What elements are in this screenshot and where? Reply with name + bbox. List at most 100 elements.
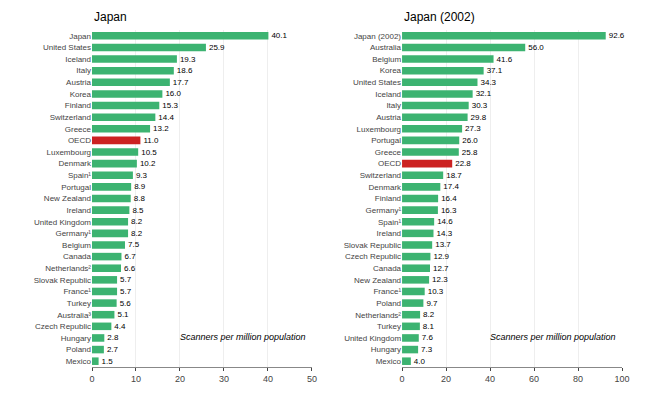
- svg-text:Australia: Australia: [370, 43, 402, 52]
- svg-text:Australia³: Australia³: [57, 311, 91, 320]
- svg-text:5.6: 5.6: [120, 299, 132, 308]
- svg-text:Germany¹: Germany¹: [365, 206, 401, 215]
- svg-text:13.7: 13.7: [435, 240, 451, 249]
- svg-text:1.5: 1.5: [102, 357, 114, 366]
- svg-text:20: 20: [175, 374, 185, 384]
- svg-text:Iceland: Iceland: [375, 90, 401, 99]
- svg-text:15.3: 15.3: [162, 101, 178, 110]
- svg-text:Japan: Japan: [94, 10, 127, 24]
- svg-text:9.3: 9.3: [136, 171, 148, 180]
- svg-text:France¹: France¹: [63, 287, 91, 296]
- svg-text:Luxembourg: Luxembourg: [47, 148, 91, 157]
- svg-text:Canada: Canada: [373, 264, 402, 273]
- svg-text:Portugal: Portugal: [61, 183, 91, 192]
- svg-text:17.4: 17.4: [443, 182, 459, 191]
- svg-text:Japan (2002): Japan (2002): [354, 32, 401, 41]
- svg-text:2.7: 2.7: [107, 345, 119, 354]
- svg-text:Hungary: Hungary: [371, 345, 401, 354]
- svg-text:Spain¹: Spain¹: [378, 218, 401, 227]
- svg-text:Turkey: Turkey: [377, 322, 401, 331]
- svg-text:United States: United States: [353, 78, 401, 87]
- svg-text:Finland: Finland: [375, 194, 401, 203]
- svg-text:5.1: 5.1: [117, 310, 129, 319]
- svg-text:8.5: 8.5: [132, 206, 144, 215]
- svg-text:20: 20: [441, 374, 451, 384]
- svg-text:5.7: 5.7: [120, 287, 132, 296]
- svg-text:0: 0: [89, 374, 94, 384]
- svg-text:5.7: 5.7: [120, 275, 132, 284]
- svg-text:Slovak Republic: Slovak Republic: [344, 241, 401, 250]
- svg-text:Belgium: Belgium: [372, 55, 401, 64]
- svg-text:Scanners per million populatio: Scanners per million population: [180, 332, 306, 342]
- svg-text:Netherlands²: Netherlands²: [45, 264, 91, 273]
- svg-text:25.9: 25.9: [209, 43, 225, 52]
- svg-text:13.2: 13.2: [153, 124, 169, 133]
- svg-text:Turkey: Turkey: [67, 299, 91, 308]
- svg-text:Mexico: Mexico: [66, 357, 92, 366]
- svg-text:17.7: 17.7: [173, 78, 189, 87]
- svg-text:Switzerland: Switzerland: [50, 113, 91, 122]
- svg-text:Korea: Korea: [380, 66, 402, 75]
- svg-text:Ireland: Ireland: [67, 206, 91, 215]
- svg-text:100: 100: [614, 374, 629, 384]
- svg-text:40: 40: [263, 374, 273, 384]
- svg-text:8.2: 8.2: [131, 229, 143, 238]
- svg-text:8.1: 8.1: [423, 322, 435, 331]
- svg-text:4.4: 4.4: [114, 322, 126, 331]
- svg-text:OECD: OECD: [68, 136, 91, 145]
- svg-text:56.0: 56.0: [528, 43, 544, 52]
- svg-text:Belgium: Belgium: [62, 241, 91, 250]
- svg-text:41.6: 41.6: [497, 55, 513, 64]
- svg-text:11.0: 11.0: [143, 136, 159, 145]
- svg-text:0: 0: [400, 374, 405, 384]
- svg-text:8.2: 8.2: [423, 310, 435, 319]
- svg-text:6.6: 6.6: [124, 264, 136, 273]
- svg-text:25.8: 25.8: [462, 148, 478, 157]
- svg-text:9.7: 9.7: [426, 299, 438, 308]
- svg-text:12.9: 12.9: [433, 252, 449, 261]
- svg-text:10.3: 10.3: [428, 287, 444, 296]
- svg-text:Poland: Poland: [66, 345, 91, 354]
- svg-text:7.3: 7.3: [421, 345, 433, 354]
- svg-text:16.0: 16.0: [165, 89, 181, 98]
- svg-text:8.8: 8.8: [134, 194, 146, 203]
- svg-text:Hungary: Hungary: [61, 334, 91, 343]
- svg-text:7.6: 7.6: [422, 333, 434, 342]
- svg-text:14.6: 14.6: [437, 217, 453, 226]
- svg-text:OECD: OECD: [378, 159, 401, 168]
- svg-text:Denmark: Denmark: [369, 183, 402, 192]
- svg-text:29.8: 29.8: [471, 113, 487, 122]
- svg-text:Ireland: Ireland: [377, 229, 401, 238]
- svg-text:Spain¹: Spain¹: [68, 171, 91, 180]
- svg-text:50: 50: [307, 374, 317, 384]
- svg-text:26.0: 26.0: [462, 136, 478, 145]
- svg-text:34.3: 34.3: [480, 78, 496, 87]
- svg-text:Finland: Finland: [65, 101, 91, 110]
- svg-text:2.8: 2.8: [107, 333, 119, 342]
- svg-text:30.3: 30.3: [472, 101, 488, 110]
- svg-text:19.3: 19.3: [180, 55, 196, 64]
- svg-text:12.7: 12.7: [433, 264, 449, 273]
- svg-text:Austria: Austria: [66, 78, 91, 87]
- svg-text:United Kingdom: United Kingdom: [344, 334, 401, 343]
- svg-text:37.1: 37.1: [487, 66, 503, 75]
- svg-text:New Zealand: New Zealand: [44, 194, 91, 203]
- svg-text:18.6: 18.6: [177, 66, 193, 75]
- svg-text:Denmark: Denmark: [59, 159, 92, 168]
- svg-text:Iceland: Iceland: [65, 55, 91, 64]
- svg-text:Netherlands²: Netherlands²: [355, 311, 401, 320]
- svg-text:New Zealand: New Zealand: [354, 276, 401, 285]
- svg-text:8.9: 8.9: [134, 182, 146, 191]
- svg-text:Korea: Korea: [70, 90, 92, 99]
- svg-text:16.4: 16.4: [441, 194, 457, 203]
- svg-text:Italy: Italy: [76, 66, 91, 75]
- svg-text:22.8: 22.8: [455, 159, 471, 168]
- svg-text:Czech Republic: Czech Republic: [345, 252, 401, 261]
- svg-text:40: 40: [485, 374, 495, 384]
- svg-text:10: 10: [131, 374, 141, 384]
- svg-text:12.3: 12.3: [432, 275, 448, 284]
- svg-text:Canada: Canada: [63, 252, 92, 261]
- svg-text:Austria: Austria: [376, 113, 401, 122]
- svg-text:United States: United States: [43, 43, 91, 52]
- svg-text:6.7: 6.7: [124, 252, 136, 261]
